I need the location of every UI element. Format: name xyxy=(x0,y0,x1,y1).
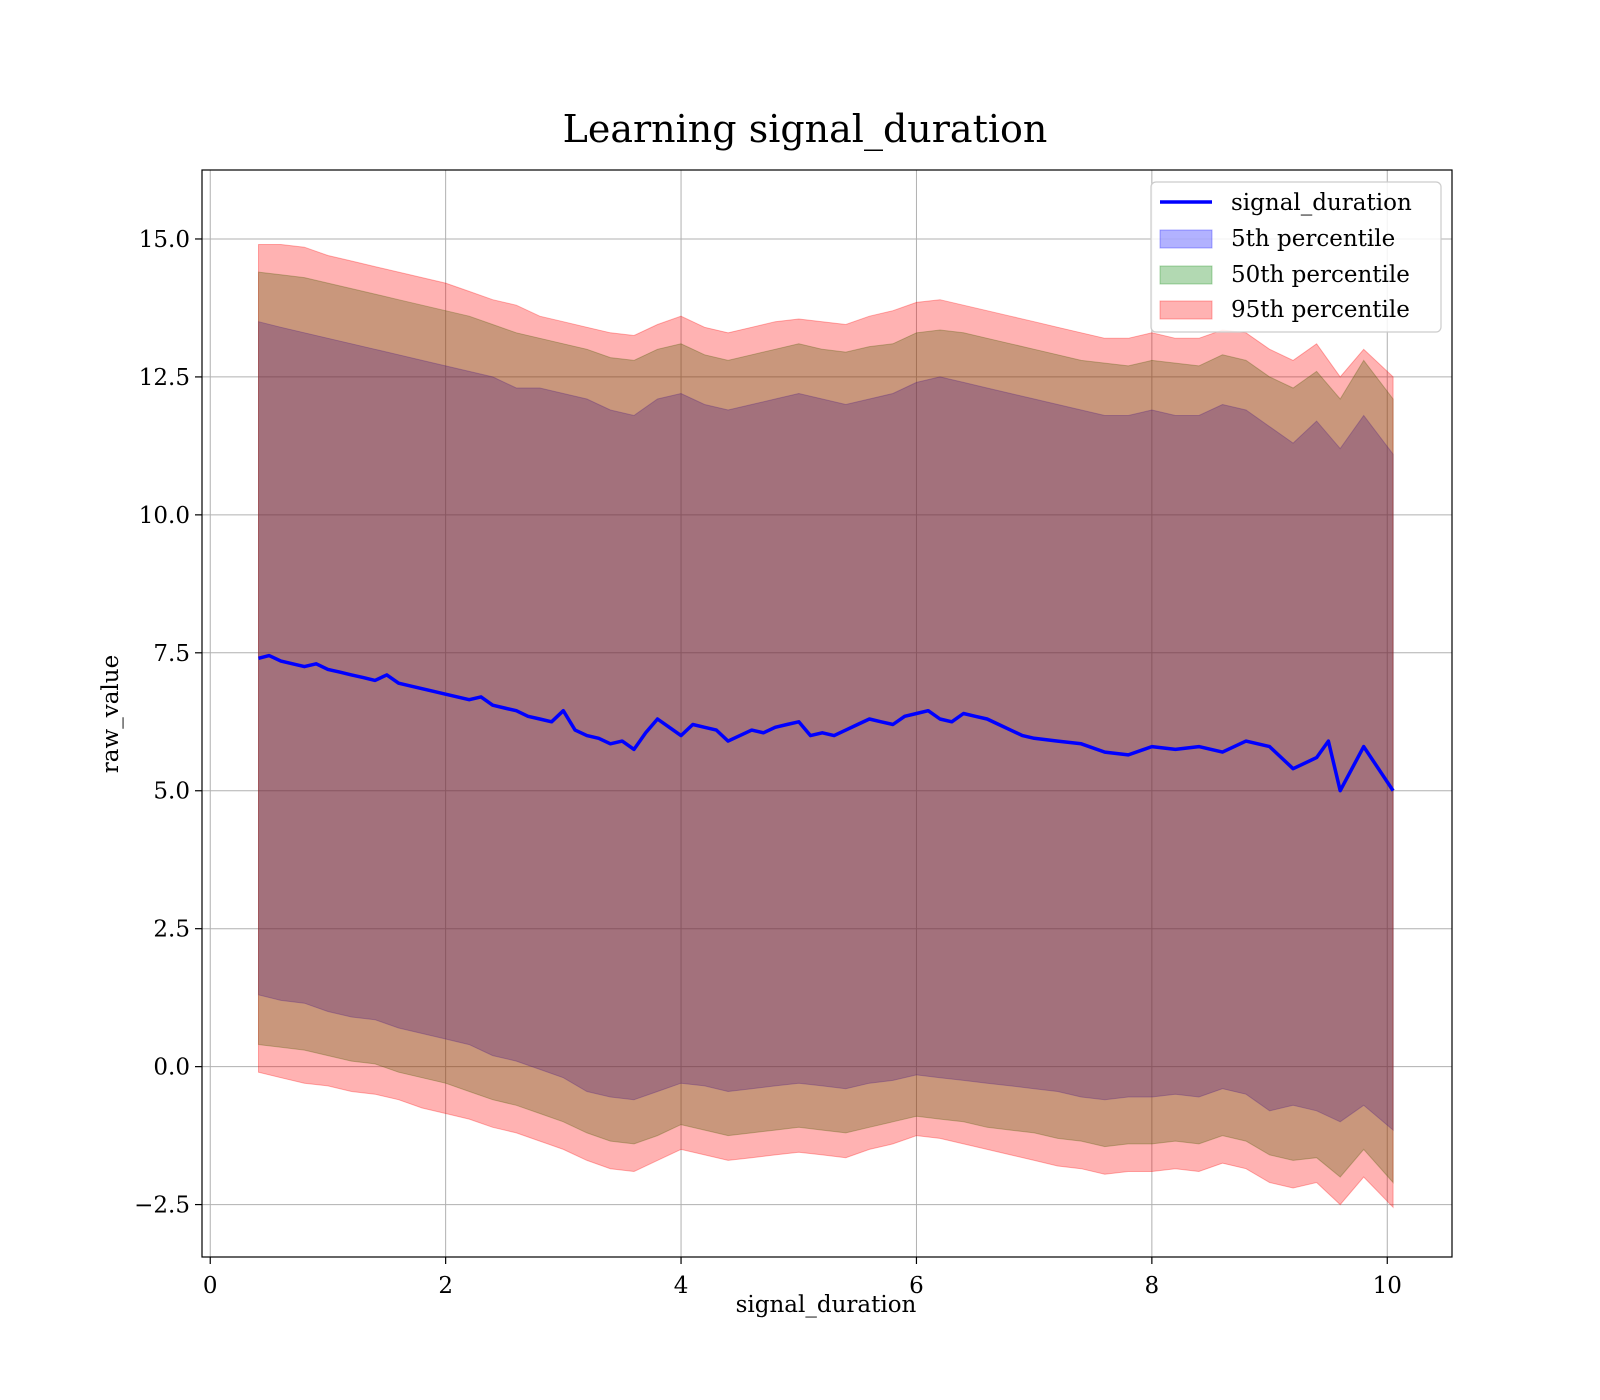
legend: signal_duration 5th percentile 50th perc… xyxy=(1150,181,1442,333)
band-50th-percentile xyxy=(258,271,1394,1184)
x-tick-label-5: 10 xyxy=(1373,1273,1402,1299)
x-tick-label-0: 0 xyxy=(203,1273,218,1299)
legend-swatch-p95 xyxy=(1159,300,1213,320)
y-tick-label-1: 0.0 xyxy=(153,1055,190,1081)
band-95th-percentile xyxy=(258,244,1394,1209)
y-tick-label-7: 15.0 xyxy=(139,227,190,253)
y-axis: −2.5 0.0 2.5 5.0 7.5 10.0 12.5 15.0 xyxy=(134,227,202,1219)
x-tick-label-2: 4 xyxy=(674,1273,689,1299)
legend-label-p50: 50th percentile xyxy=(1231,262,1410,288)
percentile-bands xyxy=(258,244,1394,1209)
x-axis-label: signal_duration xyxy=(736,1292,917,1318)
legend-swatch-p50 xyxy=(1159,265,1213,285)
chart-title: Learning signal_duration xyxy=(563,107,1048,152)
x-tick-label-3: 6 xyxy=(909,1273,924,1299)
y-tick-label-2: 2.5 xyxy=(153,917,190,943)
plot-frame xyxy=(201,169,1453,1258)
legend-box xyxy=(1150,181,1442,333)
series-line-signal_duration xyxy=(258,653,1395,793)
y-tick-label-5: 10.0 xyxy=(139,503,190,529)
x-tick-label-4: 8 xyxy=(1145,1273,1160,1299)
legend-label-p95: 95th percentile xyxy=(1231,297,1410,323)
y-tick-label-0: −2.5 xyxy=(134,1193,190,1219)
y-tick-label-3: 5.0 xyxy=(153,779,190,805)
legend-label-p5: 5th percentile xyxy=(1231,226,1395,252)
line-series xyxy=(258,653,1395,793)
x-axis: 0 2 4 6 8 10 xyxy=(203,1257,1402,1299)
y-tick-label-6: 12.5 xyxy=(139,365,190,391)
x-tick-label-1: 2 xyxy=(438,1273,453,1299)
y-axis-label: raw_value xyxy=(98,655,124,773)
legend-swatch-p5 xyxy=(1159,229,1213,249)
band-5th-percentile xyxy=(258,321,1394,1132)
y-tick-label-4: 7.5 xyxy=(153,641,190,667)
legend-label-line: signal_duration xyxy=(1231,190,1412,216)
